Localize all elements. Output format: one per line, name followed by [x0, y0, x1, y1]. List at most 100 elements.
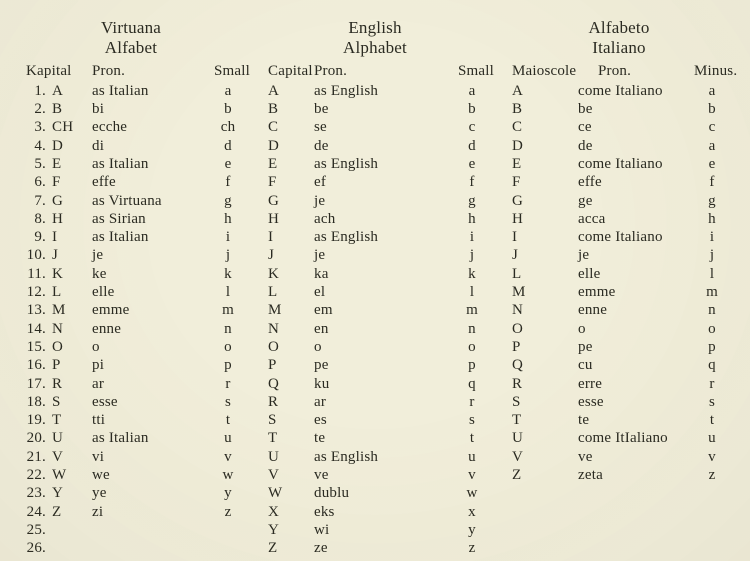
pronunciation: acca	[574, 210, 694, 228]
pronunciation: come Italiano	[574, 82, 694, 100]
pronunciation: erre	[574, 375, 694, 393]
capital-letter: D	[508, 137, 574, 155]
capital-letter: P	[264, 356, 306, 374]
table-row: Zzetaz	[508, 466, 730, 484]
pronunciation: o	[574, 320, 694, 338]
small-letter: i	[694, 228, 730, 246]
row-number: 9.	[20, 228, 46, 246]
small-letter: o	[214, 338, 242, 356]
pronunciation: pi	[86, 356, 214, 374]
capital-letter: O	[46, 338, 86, 356]
pronunciation: tti	[86, 411, 214, 429]
capital-letter: N	[264, 320, 306, 338]
row-number: 16.	[20, 356, 46, 374]
table-row: Memm	[264, 301, 486, 319]
capital-letter: D	[264, 137, 306, 155]
hdr-small: Small	[458, 63, 486, 80]
small-letter: a	[458, 82, 486, 100]
table-row: 23.Yyey	[20, 484, 242, 502]
small-letter: i	[458, 228, 486, 246]
small-letter: s	[694, 393, 730, 411]
small-letter: u	[694, 429, 730, 447]
table-row: 21.Vviv	[20, 448, 242, 466]
table-row: 25.	[20, 521, 242, 539]
capital-letter: L	[46, 283, 86, 301]
sub-headers: Maioscole Pron. Minus.	[508, 63, 730, 80]
pronunciation: ze	[306, 539, 458, 557]
table-row: Csec	[264, 118, 486, 136]
row-number: 3.	[20, 118, 46, 136]
pronunciation: as English	[306, 228, 458, 246]
small-letter: r	[214, 375, 242, 393]
table-row: Ucome ItIalianou	[508, 429, 730, 447]
pronunciation: elle	[574, 265, 694, 283]
pronunciation: as English	[306, 448, 458, 466]
small-letter: v	[458, 466, 486, 484]
small-letter: q	[458, 375, 486, 393]
small-letter: z	[214, 503, 242, 521]
capital-letter: M	[508, 283, 574, 301]
capital-letter: E	[46, 155, 86, 173]
table-row: Ccec	[508, 118, 730, 136]
small-letter: j	[694, 246, 730, 264]
small-letter: n	[458, 320, 486, 338]
capital-letter: K	[46, 265, 86, 283]
small-letter: a	[214, 82, 242, 100]
capital-letter: B	[46, 100, 86, 118]
col-title: Virtuana Alfabet	[20, 18, 242, 59]
small-letter: r	[458, 393, 486, 411]
hdr-pron: Pron.	[594, 63, 694, 80]
pronunciation: ye	[86, 484, 214, 502]
row-number: 26.	[20, 539, 46, 557]
capital-letter	[46, 521, 86, 539]
pronunciation: bi	[86, 100, 214, 118]
capital-letter: B	[264, 100, 306, 118]
pronunciation: o	[306, 338, 458, 356]
capital-letter: V	[46, 448, 86, 466]
col-virtuana: Virtuana Alfabet Kapital Pron. Small 1.A…	[20, 18, 242, 558]
capital-letter: M	[46, 301, 86, 319]
table-row: Ggeg	[508, 192, 730, 210]
table-row: Gjeg	[264, 192, 486, 210]
capital-letter: L	[508, 265, 574, 283]
capital-letter: H	[46, 210, 86, 228]
capital-letter: P	[46, 356, 86, 374]
row-number: 1.	[20, 82, 46, 100]
table-row: 24.Zziz	[20, 503, 242, 521]
small-letter: l	[694, 265, 730, 283]
table-row: Feffef	[508, 173, 730, 191]
hdr-capital: Kapital	[20, 63, 86, 80]
small-letter: r	[694, 375, 730, 393]
row-number: 15.	[20, 338, 46, 356]
pronunciation: ecche	[86, 118, 214, 136]
table-row: Ooo	[264, 338, 486, 356]
table-row: Ddea	[508, 137, 730, 155]
table-row: Lellel	[508, 265, 730, 283]
capital-letter: F	[46, 173, 86, 191]
hdr-capital: Maioscole	[508, 63, 594, 80]
capital-letter: A	[508, 82, 574, 100]
pronunciation: as Italian	[86, 429, 214, 447]
capital-letter: S	[46, 393, 86, 411]
small-letter: z	[458, 539, 486, 557]
pronunciation: en	[306, 320, 458, 338]
pronunciation: es	[306, 411, 458, 429]
table-row: 5.Eas Italiane	[20, 155, 242, 173]
col-italiano: Alfabeto Italiano Maioscole Pron. Minus.…	[508, 18, 730, 558]
pronunciation: ach	[306, 210, 458, 228]
pronunciation	[86, 539, 214, 557]
capital-letter: S	[264, 411, 306, 429]
pronunciation: je	[574, 246, 694, 264]
small-letter: e	[694, 155, 730, 173]
pronunciation: as Italian	[86, 155, 214, 173]
table-row: Xeksx	[264, 503, 486, 521]
capital-letter: R	[46, 375, 86, 393]
pronunciation: pe	[574, 338, 694, 356]
pronunciation: as English	[306, 82, 458, 100]
small-letter: h	[694, 210, 730, 228]
pronunciation: as Italian	[86, 82, 214, 100]
table-row: 8.Has Sirianh	[20, 210, 242, 228]
pronunciation: emme	[574, 283, 694, 301]
table-row: 14.Nennen	[20, 320, 242, 338]
capital-letter: B	[508, 100, 574, 118]
